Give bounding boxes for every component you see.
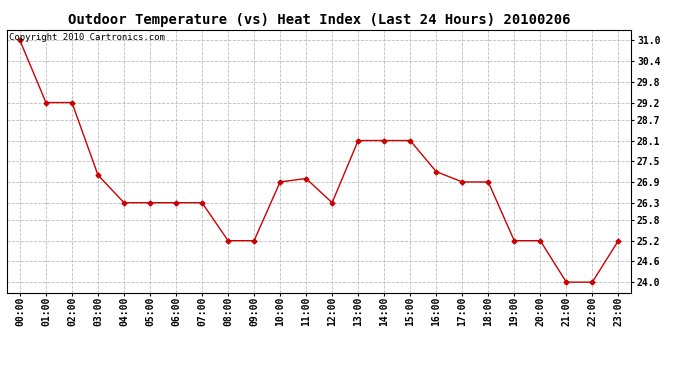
Text: Copyright 2010 Cartronics.com: Copyright 2010 Cartronics.com [9, 33, 165, 42]
Title: Outdoor Temperature (vs) Heat Index (Last 24 Hours) 20100206: Outdoor Temperature (vs) Heat Index (Las… [68, 13, 571, 27]
